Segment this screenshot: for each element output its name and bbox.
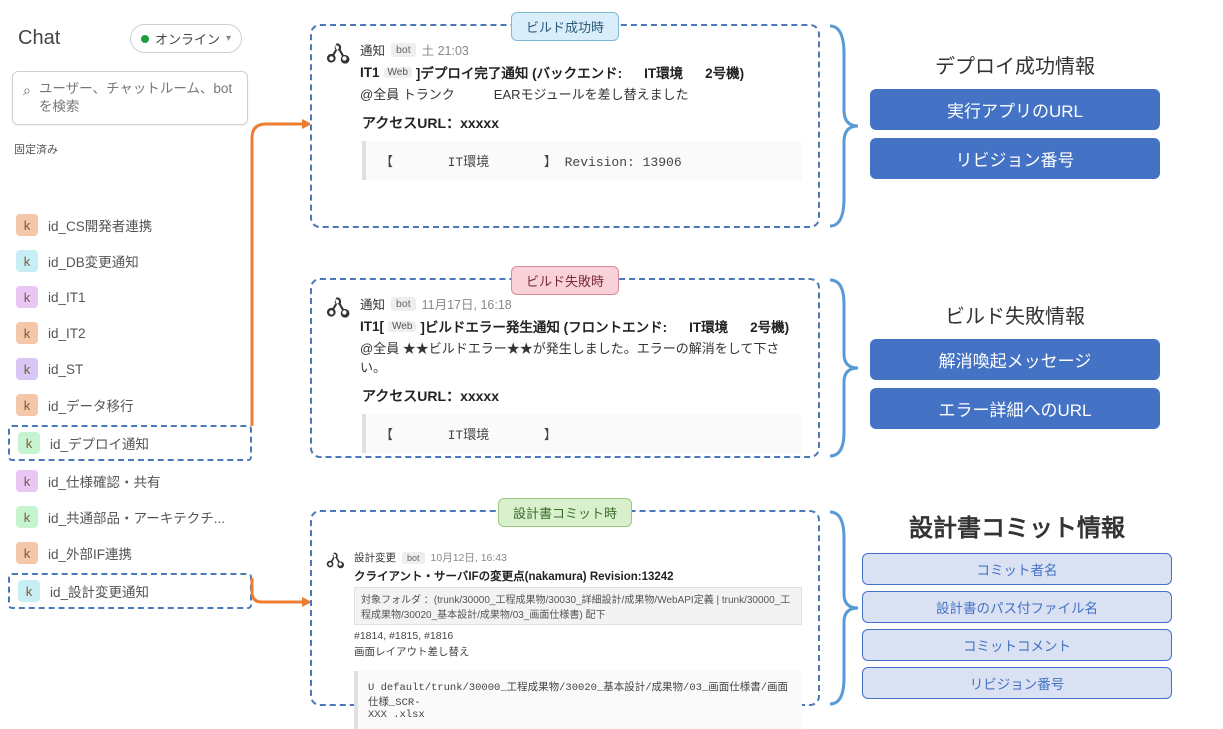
bot-badge: bot <box>402 552 425 564</box>
room-avatar: k <box>16 506 38 528</box>
room-avatar: k <box>16 322 38 344</box>
room-label: id_設計変更通知 <box>50 581 149 601</box>
sidebar-room-item[interactable]: k id_共通部品・アーキテクチ... <box>0 499 260 535</box>
webhook-icon <box>326 294 352 320</box>
room-avatar: k <box>18 580 40 602</box>
info-title: デプロイ成功情報 <box>870 50 1160 79</box>
card-design-commit: 設計書コミット時 設計変更 bot 10月12日, 16:43 クライアント・サ… <box>310 510 820 706</box>
info-badge: コミットコメント <box>862 629 1172 661</box>
code-block: 【 IT環境 】 <box>362 414 802 453</box>
search-input[interactable]: ⌕ ユーザー、チャットルーム、bot を検索 <box>12 71 248 125</box>
sidebar-room-item[interactable]: k id_仕様確認・共有 <box>0 463 260 499</box>
info-badge: 解消喚起メッセージ <box>870 339 1160 380</box>
room-avatar: k <box>16 250 38 272</box>
room-avatar: k <box>16 542 38 564</box>
timestamp: 11月17日, 16:18 <box>422 294 512 313</box>
tag-build-success: ビルド成功時 <box>511 12 619 41</box>
room-label: id_データ移行 <box>48 395 134 415</box>
card-build-success: ビルド成功時 通知 bot 土 21:03 IT1 Web ]デプロイ完了通知 … <box>310 24 820 228</box>
code-block: 【 IT環境 】 Revision: 13906 <box>362 141 802 180</box>
tag-build-failure: ビルド失敗時 <box>511 266 619 295</box>
room-label: id_ST <box>48 362 83 377</box>
room-avatar: k <box>16 286 38 308</box>
sidebar-room-item[interactable]: k id_DB変更通知 <box>0 243 260 279</box>
sidebar-room-item[interactable]: k id_外部IF連携 <box>0 535 260 571</box>
code-block: U default/trunk/30000_工程成果物/30020_基本設計/成… <box>354 671 802 729</box>
room-avatar: k <box>16 470 38 492</box>
bot-name: 通知 <box>360 40 385 59</box>
info-badge: 設計書のパス付ファイル名 <box>862 591 1172 623</box>
message-body: @全員 トランク EARモジュールを差し替えました <box>360 84 802 103</box>
folder-info: 対象フォルダ ：(trunk/30000_工程成果物/30030_詳細設計/成果… <box>354 587 802 625</box>
online-status-pill[interactable]: オンライン ▾ <box>130 24 242 53</box>
card-build-failure: ビルド失敗時 通知 bot 11月17日, 16:18 IT1[ Web ]ビル… <box>310 278 820 458</box>
brace-icon <box>822 278 862 458</box>
message-title: IT1[ Web ]ビルドエラー発生通知 (フロントエンド: IT環境 2号機) <box>360 316 802 336</box>
room-avatar: k <box>16 394 38 416</box>
chevron-down-icon: ▾ <box>226 33 231 44</box>
timestamp: 土 21:03 <box>422 40 469 59</box>
info-badge: エラー詳細へのURL <box>870 388 1160 429</box>
room-avatar: k <box>16 358 38 380</box>
timestamp: 10月12日, 16:43 <box>431 550 507 565</box>
info-build-failure: ビルド失敗情報 解消喚起メッセージ エラー詳細へのURL <box>870 300 1160 437</box>
online-dot-icon <box>141 35 149 43</box>
info-title: ビルド失敗情報 <box>870 300 1160 329</box>
info-title: 設計書コミット情報 <box>862 508 1172 543</box>
pinned-section-label: 固定済み <box>0 135 260 167</box>
search-icon: ⌕ <box>23 82 31 99</box>
arrow-design-to-commit <box>246 572 314 612</box>
access-url-label: アクセスURL：xxxxx <box>362 113 802 133</box>
sidebar-room-item[interactable]: k id_データ移行 <box>0 387 260 423</box>
sidebar-header: Chat オンライン ▾ <box>0 0 260 65</box>
commit-lines: #1814, #1815, #1816 画面レイアウト差し替え <box>354 629 802 661</box>
info-deploy-success: デプロイ成功情報 実行アプリのURL リビジョン番号 <box>870 50 1160 187</box>
info-badge: リビジョン番号 <box>862 667 1172 699</box>
room-label: id_IT2 <box>48 326 86 341</box>
room-label: id_仕様確認・共有 <box>48 471 161 491</box>
room-label: id_DB変更通知 <box>48 251 139 271</box>
webhook-icon <box>326 550 346 570</box>
message-body: @全員 ★★ビルドエラー★★が発生しました。エラーの解消をして下さい。 <box>360 338 802 376</box>
web-badge: Web <box>384 67 412 78</box>
sidebar-room-item[interactable]: k id_設計変更通知 <box>8 573 252 609</box>
arrow-deploy-to-success <box>246 118 314 436</box>
info-badge: コミット者名 <box>862 553 1172 585</box>
room-label: id_外部IF連携 <box>48 543 132 563</box>
room-label: id_CS開発者連携 <box>48 215 152 235</box>
room-label: id_デプロイ通知 <box>50 433 149 453</box>
diagram-root: Chat オンライン ▾ ⌕ ユーザー、チャットルーム、bot を検索 固定済み… <box>0 0 1223 721</box>
webhook-icon <box>326 40 352 66</box>
info-badge: リビジョン番号 <box>870 138 1160 179</box>
chat-title: Chat <box>18 27 60 50</box>
info-badge: 実行アプリのURL <box>870 89 1160 130</box>
room-avatar: k <box>18 432 40 454</box>
brace-icon <box>822 24 862 228</box>
sidebar-room-item[interactable]: k id_IT1 <box>0 279 260 315</box>
web-badge: Web <box>388 321 416 332</box>
room-avatar: k <box>16 214 38 236</box>
bot-badge: bot <box>391 43 416 57</box>
sidebar-room-item[interactable]: k id_CS開発者連携 <box>0 207 260 243</box>
tag-design-commit: 設計書コミット時 <box>498 498 632 527</box>
info-design-commit: 設計書コミット情報 コミット者名 設計書のパス付ファイル名 コミットコメント リ… <box>862 508 1172 705</box>
chat-sidebar: Chat オンライン ▾ ⌕ ユーザー、チャットルーム、bot を検索 固定済み… <box>0 0 260 721</box>
bot-badge: bot <box>391 297 416 311</box>
bot-name: 設計変更 <box>354 550 396 565</box>
access-url-label: アクセスURL：xxxxx <box>362 386 802 406</box>
room-label: id_共通部品・アーキテクチ... <box>48 507 225 527</box>
search-placeholder: ユーザー、チャットルーム、bot を検索 <box>39 80 237 116</box>
sidebar-room-item[interactable]: k id_IT2 <box>0 315 260 351</box>
sidebar-room-item[interactable]: k id_デプロイ通知 <box>8 425 252 461</box>
room-list: kid_CS開発者連携kid_DB変更通知kid_IT1kid_IT2kid_S… <box>0 207 260 609</box>
online-status-text: オンライン <box>155 29 220 48</box>
brace-icon <box>822 510 862 706</box>
room-label: id_IT1 <box>48 290 86 305</box>
sidebar-room-item[interactable]: k id_ST <box>0 351 260 387</box>
message-title: クライアント・サーバIFの変更点(nakamura) Revision:1324… <box>354 568 802 584</box>
message-title: IT1 Web ]デプロイ完了通知 (バックエンド: IT環境 2号機) <box>360 62 802 82</box>
bot-name: 通知 <box>360 294 385 313</box>
